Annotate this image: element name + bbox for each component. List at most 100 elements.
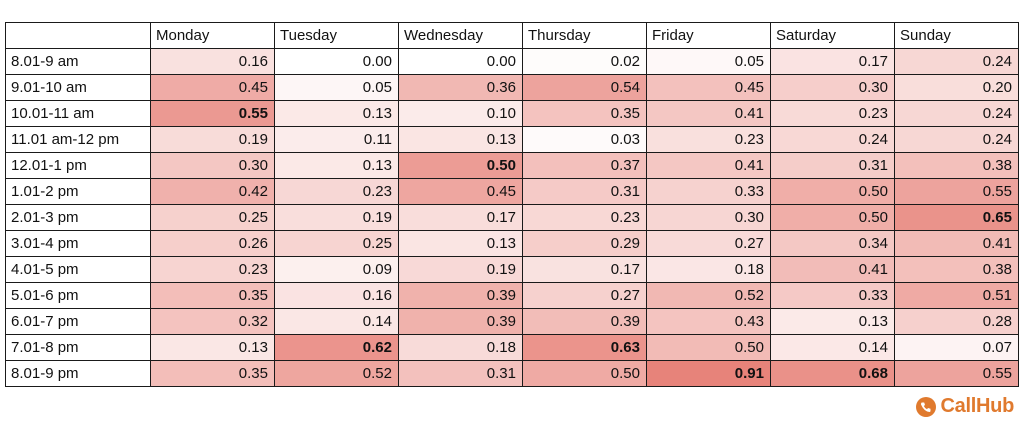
heatmap-cell: 0.05: [274, 74, 399, 101]
heatmap-cell: 0.68: [770, 360, 895, 387]
callhub-logo-icon: [915, 396, 936, 417]
row-label: 8.01-9 pm: [5, 360, 151, 387]
heatmap-cell: 0.52: [646, 282, 771, 309]
heatmap-cell: 0.41: [894, 230, 1019, 257]
row-label: 7.01-8 pm: [5, 334, 151, 361]
column-header-thursday: Thursday: [522, 22, 647, 49]
heatmap-cell: 0.50: [398, 152, 523, 179]
row-label: 9.01-10 am: [5, 74, 151, 101]
heatmap-cell: 0.24: [894, 48, 1019, 75]
header-row: Monday Tuesday Wednesday Thursday Friday Satu…: [5, 22, 1019, 49]
heatmap-cell: 0.34: [770, 230, 895, 257]
table-row: 10.01-11 am 0.55 0.13 0.10 0.35 0.41 0.23 0.24: [5, 100, 1019, 127]
column-header-wednesday: Wednesday: [398, 22, 523, 49]
heatmap-cell: 0.51: [894, 282, 1019, 309]
heatmap-cell: 0.29: [522, 230, 647, 257]
heatmap-cell: 0.41: [646, 100, 771, 127]
heatmap-cell: 0.45: [646, 74, 771, 101]
heatmap-cell: 0.19: [274, 204, 399, 231]
heatmap-cell: 0.35: [150, 360, 275, 387]
heatmap-cell: 0.62: [274, 334, 399, 361]
table-row: 11.01 am-12 pm 0.19 0.11 0.13 0.03 0.23 0.24 0.…: [5, 126, 1019, 153]
heatmap-cell: 0.33: [646, 178, 771, 205]
heatmap-cell: 0.13: [150, 334, 275, 361]
heatmap-cell: 0.30: [770, 74, 895, 101]
heatmap-cell: 0.13: [398, 230, 523, 257]
heatmap-cell: 0.09: [274, 256, 399, 283]
row-label: 12.01-1 pm: [5, 152, 151, 179]
heatmap-cell: 0.50: [770, 178, 895, 205]
heatmap-cell: 0.45: [398, 178, 523, 205]
heatmap-cell: 0.31: [522, 178, 647, 205]
heatmap-cell: 0.11: [274, 126, 399, 153]
heatmap-cell: 0.31: [398, 360, 523, 387]
heatmap-cell: 0.17: [398, 204, 523, 231]
heatmap-cell: 0.16: [274, 282, 399, 309]
heatmap-cell: 0.10: [398, 100, 523, 127]
heatmap-cell: 0.52: [274, 360, 399, 387]
heatmap-cell: 0.45: [150, 74, 275, 101]
row-label: 8.01-9 am: [5, 48, 151, 75]
row-label: 2.01-3 pm: [5, 204, 151, 231]
heatmap-cell: 0.17: [522, 256, 647, 283]
column-header-monday: Monday: [150, 22, 275, 49]
heatmap-cell: 0.41: [770, 256, 895, 283]
heatmap-cell: 0.20: [894, 74, 1019, 101]
heatmap-cell: 0.05: [646, 48, 771, 75]
heatmap-cell: 0.43: [646, 308, 771, 335]
heatmap-cell: 0.27: [522, 282, 647, 309]
heatmap-table: Monday Tuesday Wednesday Thursday Friday Satu…: [5, 22, 1019, 387]
heatmap-cell: 0.55: [894, 360, 1019, 387]
heatmap-cell: 0.50: [522, 360, 647, 387]
heatmap-cell: 0.07: [894, 334, 1019, 361]
heatmap-cell: 0.39: [522, 308, 647, 335]
table-row: 4.01-5 pm 0.23 0.09 0.19 0.17 0.18 0.41 0.38: [5, 256, 1019, 283]
table-row: 8.01-9 am 0.16 0.00 0.00 0.02 0.05 0.17 0.24: [5, 48, 1019, 75]
heatmap-cell: 0.54: [522, 74, 647, 101]
heatmap-cell: 0.00: [398, 48, 523, 75]
heatmap-cell: 0.39: [398, 308, 523, 335]
heatmap-cell: 0.25: [150, 204, 275, 231]
table-row: 5.01-6 pm 0.35 0.16 0.39 0.27 0.52 0.33 0.51: [5, 282, 1019, 309]
heatmap-cell: 0.19: [150, 126, 275, 153]
heatmap-cell: 0.26: [150, 230, 275, 257]
column-header-tuesday: Tuesday: [274, 22, 399, 49]
heatmap-cell: 0.13: [274, 100, 399, 127]
table-row: 1.01-2 pm 0.42 0.23 0.45 0.31 0.33 0.50 0.55: [5, 178, 1019, 205]
heatmap-cell: 0.17: [770, 48, 895, 75]
heatmap-cell: 0.03: [522, 126, 647, 153]
heatmap-cell: 0.55: [150, 100, 275, 127]
heatmap-cell: 0.13: [398, 126, 523, 153]
heatmap-cell: 0.24: [894, 100, 1019, 127]
table-row: 9.01-10 am 0.45 0.05 0.36 0.54 0.45 0.30 0.20: [5, 74, 1019, 101]
heatmap-cell: 0.35: [150, 282, 275, 309]
row-label: 11.01 am-12 pm: [5, 126, 151, 153]
heatmap-cell: 0.18: [398, 334, 523, 361]
heatmap-cell: 0.24: [770, 126, 895, 153]
table-row: 12.01-1 pm 0.30 0.13 0.50 0.37 0.41 0.31 0.38: [5, 152, 1019, 179]
heatmap-cell: 0.02: [522, 48, 647, 75]
heatmap-cell: 0.33: [770, 282, 895, 309]
heatmap-cell: 0.23: [770, 100, 895, 127]
heatmap-cell: 0.23: [150, 256, 275, 283]
table-row: 2.01-3 pm 0.25 0.19 0.17 0.23 0.30 0.50 0.65: [5, 204, 1019, 231]
heatmap-cell: 0.37: [522, 152, 647, 179]
heatmap-cell: 0.50: [646, 334, 771, 361]
table-row: 6.01-7 pm 0.32 0.14 0.39 0.39 0.43 0.13 0.28: [5, 308, 1019, 335]
heatmap-cell: 0.91: [646, 360, 771, 387]
heatmap-cell: 0.19: [398, 256, 523, 283]
row-label: 4.01-5 pm: [5, 256, 151, 283]
row-label: 3.01-4 pm: [5, 230, 151, 257]
corner-cell: [5, 22, 151, 49]
heatmap-cell: 0.24: [894, 126, 1019, 153]
heatmap-cell: 0.23: [646, 126, 771, 153]
column-header-friday: Friday: [646, 22, 771, 49]
heatmap-cell: 0.23: [274, 178, 399, 205]
table-row: 7.01-8 pm 0.13 0.62 0.18 0.63 0.50 0.14 0.07: [5, 334, 1019, 361]
heatmap-cell: 0.16: [150, 48, 275, 75]
column-header-saturday: Saturday: [770, 22, 895, 49]
heatmap-cell: 0.30: [150, 152, 275, 179]
heatmap-cell: 0.42: [150, 178, 275, 205]
row-label: 10.01-11 am: [5, 100, 151, 127]
heatmap-cell: 0.35: [522, 100, 647, 127]
